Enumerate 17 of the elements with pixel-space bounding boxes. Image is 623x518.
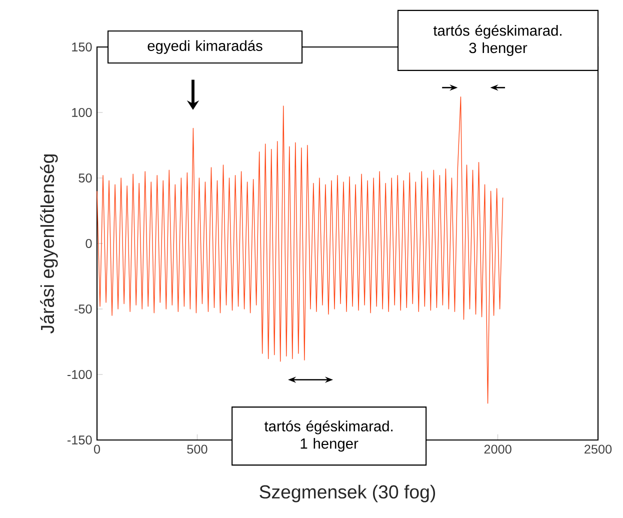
y-tick-label: -150 [68, 436, 92, 444]
annotation: egyedi kimaradás [148, 40, 262, 54]
x-axis-title: Szegmensek (30 fog) [260, 484, 436, 502]
x-tick-label: 2000 [484, 444, 512, 454]
y-tick-label: 0 [86, 239, 92, 248]
y-tick-label: 50 [78, 174, 92, 182]
annotation: tartós égéskimarad. 1 henger [264, 420, 393, 452]
y-tick-label: -100 [68, 370, 92, 379]
line-series [96, 96, 504, 404]
y-tick-label: 150 [72, 42, 92, 52]
y-axis-title: Járási egyenlőtlenség [40, 154, 58, 334]
y-tick-label: -50 [74, 304, 92, 314]
x-tick-label: 500 [187, 444, 208, 454]
annotation: tartós égéskimarad. 3 henger [433, 24, 562, 56]
x-tick-label: 0 [94, 444, 100, 454]
y-tick-label: 100 [72, 108, 92, 117]
x-tick-label: 2500 [584, 444, 612, 454]
